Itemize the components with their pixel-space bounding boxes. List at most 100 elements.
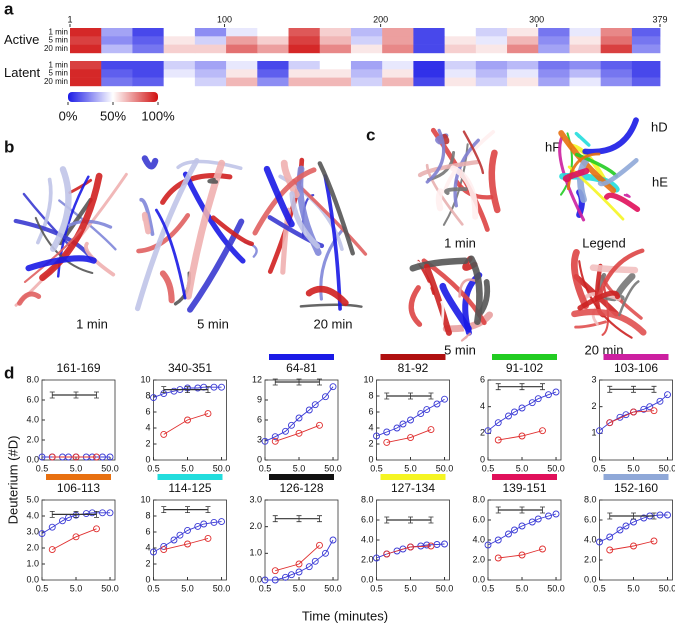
data-point — [407, 416, 414, 424]
structure-ribbon — [444, 187, 468, 195]
heat-cell — [444, 44, 477, 54]
y-tick-label: 5.0 — [26, 494, 39, 504]
data-point — [433, 400, 441, 408]
x-tick-label: 0.5 — [36, 583, 49, 593]
data-cap — [631, 385, 637, 393]
data-point — [106, 509, 114, 517]
heat-cell — [538, 77, 570, 87]
structure-ribbon — [458, 278, 479, 298]
data-point — [484, 541, 492, 549]
x-tick-label: 0.5 — [259, 583, 272, 593]
data-point — [72, 453, 80, 461]
structure-ribbon — [408, 285, 423, 327]
data-point — [417, 410, 425, 418]
y-axis-label: Deuterium (#D) — [5, 436, 20, 525]
heat-cell — [132, 69, 165, 78]
x-tick-label: 50.0 — [213, 463, 231, 473]
peptide-color-bar — [380, 354, 446, 360]
heat-cell — [194, 44, 227, 54]
data-point — [552, 388, 560, 396]
data-point — [288, 421, 295, 429]
heat-cell — [413, 77, 446, 87]
heat-cell — [413, 36, 446, 45]
peptide-color-bar — [492, 354, 557, 360]
data-point — [596, 538, 603, 546]
x-tick-label: 5.0 — [627, 463, 640, 473]
y-tick-label: 2 — [145, 558, 150, 568]
data-point — [210, 518, 218, 526]
chart-title: 152-160 — [614, 481, 658, 495]
heat-cell — [226, 77, 258, 87]
y-tick-label: 1 — [591, 428, 596, 438]
data-point — [511, 526, 518, 534]
structure-ribbon — [596, 248, 645, 301]
y-tick-label: 4 — [480, 401, 485, 411]
y-tick-label: 6.0 — [584, 514, 597, 524]
x-tick-label: 5.0 — [293, 583, 306, 593]
structure-ribbon — [39, 172, 103, 281]
data-cap — [185, 386, 191, 393]
data-point — [305, 563, 313, 571]
data-point — [441, 395, 448, 403]
heat-cell — [350, 61, 383, 70]
data-cap — [408, 392, 414, 400]
heat-cell — [538, 61, 570, 70]
y-tick-label: 2.0 — [472, 554, 485, 564]
heat-cell — [194, 28, 227, 37]
chart-title: 161-169 — [56, 361, 100, 375]
x-tick-label: 0.5 — [370, 463, 383, 473]
data-point — [373, 432, 380, 440]
structure-ribbon — [425, 163, 464, 226]
heat-cell — [538, 44, 570, 54]
data-point — [204, 410, 212, 418]
structure-ribbon — [423, 263, 453, 336]
data-point — [194, 522, 202, 530]
heat-cell — [70, 44, 102, 54]
x-axis-label: Time (minutes) — [302, 608, 388, 623]
heat-cell — [350, 44, 383, 54]
row-label: 5 min — [48, 69, 68, 78]
data-point — [518, 432, 526, 440]
data-point — [539, 545, 546, 553]
structure-ribbon — [558, 136, 586, 222]
group-label: Active — [4, 32, 39, 47]
structure-ribbon — [468, 255, 483, 325]
row-label: 1 min — [48, 27, 68, 36]
data-cap — [539, 506, 545, 514]
structure-ribbon — [84, 241, 116, 277]
y-tick-label: 0 — [145, 574, 150, 584]
row-label: 20 min — [44, 77, 68, 86]
heat-cell — [538, 69, 570, 78]
y-tick-label: 0.0 — [26, 454, 39, 464]
y-tick-label: 0.0 — [249, 574, 262, 584]
data-cap — [205, 506, 211, 513]
chart-title: 103-106 — [614, 361, 658, 375]
heat-cell — [569, 77, 602, 87]
data-cap — [296, 515, 302, 523]
chart-title: 81-92 — [398, 361, 429, 375]
x-tick-label: 5.0 — [404, 463, 417, 473]
data-point — [38, 530, 46, 538]
data-point — [656, 397, 664, 405]
y-tick-label: 0.0 — [472, 574, 485, 584]
data-point — [596, 427, 603, 435]
heat-cell — [475, 77, 508, 87]
y-tick-label: 8 — [368, 390, 373, 400]
data-point — [271, 437, 279, 445]
structure-ribbon — [582, 117, 639, 155]
chart-title: 106-113 — [57, 481, 100, 495]
data-point — [150, 548, 157, 556]
data-point — [640, 514, 648, 522]
heat-cell — [319, 69, 352, 78]
heat-cell — [631, 69, 661, 78]
series-line — [609, 540, 655, 551]
data-cap — [519, 506, 525, 514]
helix-label: hF — [545, 139, 560, 154]
structure-ribbon — [136, 213, 191, 254]
y-tick-label: 6 — [368, 406, 373, 416]
x-tick-label: 100 — [217, 14, 232, 24]
data-point — [311, 401, 319, 409]
data-point — [552, 510, 560, 518]
x-tick-label: 379 — [652, 14, 667, 24]
